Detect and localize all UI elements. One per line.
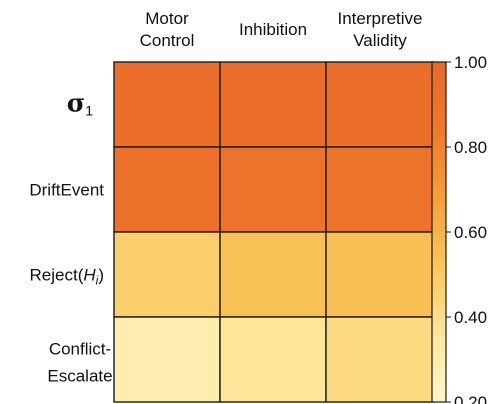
colorbar-gradient — [431, 61, 447, 403]
row-label: Escalate — [47, 367, 112, 386]
row-labels: σ1 DriftEvent Reject(Hi) Conflict- Escalate — [29, 89, 112, 386]
column-label: Motor — [145, 9, 189, 28]
heatmap-cell — [219, 61, 327, 148]
row-label: Conflict- — [49, 340, 111, 359]
column-label: Interpretive — [337, 9, 422, 28]
heatmap-cell — [325, 231, 435, 318]
row-label: σ1 — [67, 89, 93, 119]
heatmap-cell — [113, 61, 221, 148]
heatmap-cell — [219, 146, 327, 233]
heatmap-cell — [113, 146, 221, 233]
column-label: Validity — [353, 31, 407, 50]
column-label: Inhibition — [239, 20, 307, 39]
heatmap-cell — [325, 316, 435, 403]
heatmap-cell — [219, 231, 327, 318]
colorbar-tick-label: 0.60 — [454, 223, 487, 242]
colorbar: 1.00 0.80 0.60 0.40 0.20 — [431, 53, 487, 404]
colorbar-tick-label: 0.80 — [454, 138, 487, 157]
heatmap-cell — [113, 231, 221, 318]
column-label: Control — [140, 31, 195, 50]
heatmap-cell — [113, 316, 221, 403]
column-labels: Motor Control Inhibition Interpretive Validi… — [140, 9, 423, 50]
colorbar-tick-label: 1.00 — [454, 53, 487, 72]
heatmap-cell — [219, 316, 327, 403]
heatmap-cell — [325, 61, 435, 148]
row-label: DriftEvent — [29, 181, 104, 200]
colorbar-tick-label: 0.20 — [454, 393, 487, 404]
row-label: Reject(Hi) — [30, 266, 104, 288]
heatmap-cells — [113, 61, 435, 403]
colorbar-tick-label: 0.40 — [454, 308, 487, 327]
heatmap-cell — [325, 146, 435, 233]
